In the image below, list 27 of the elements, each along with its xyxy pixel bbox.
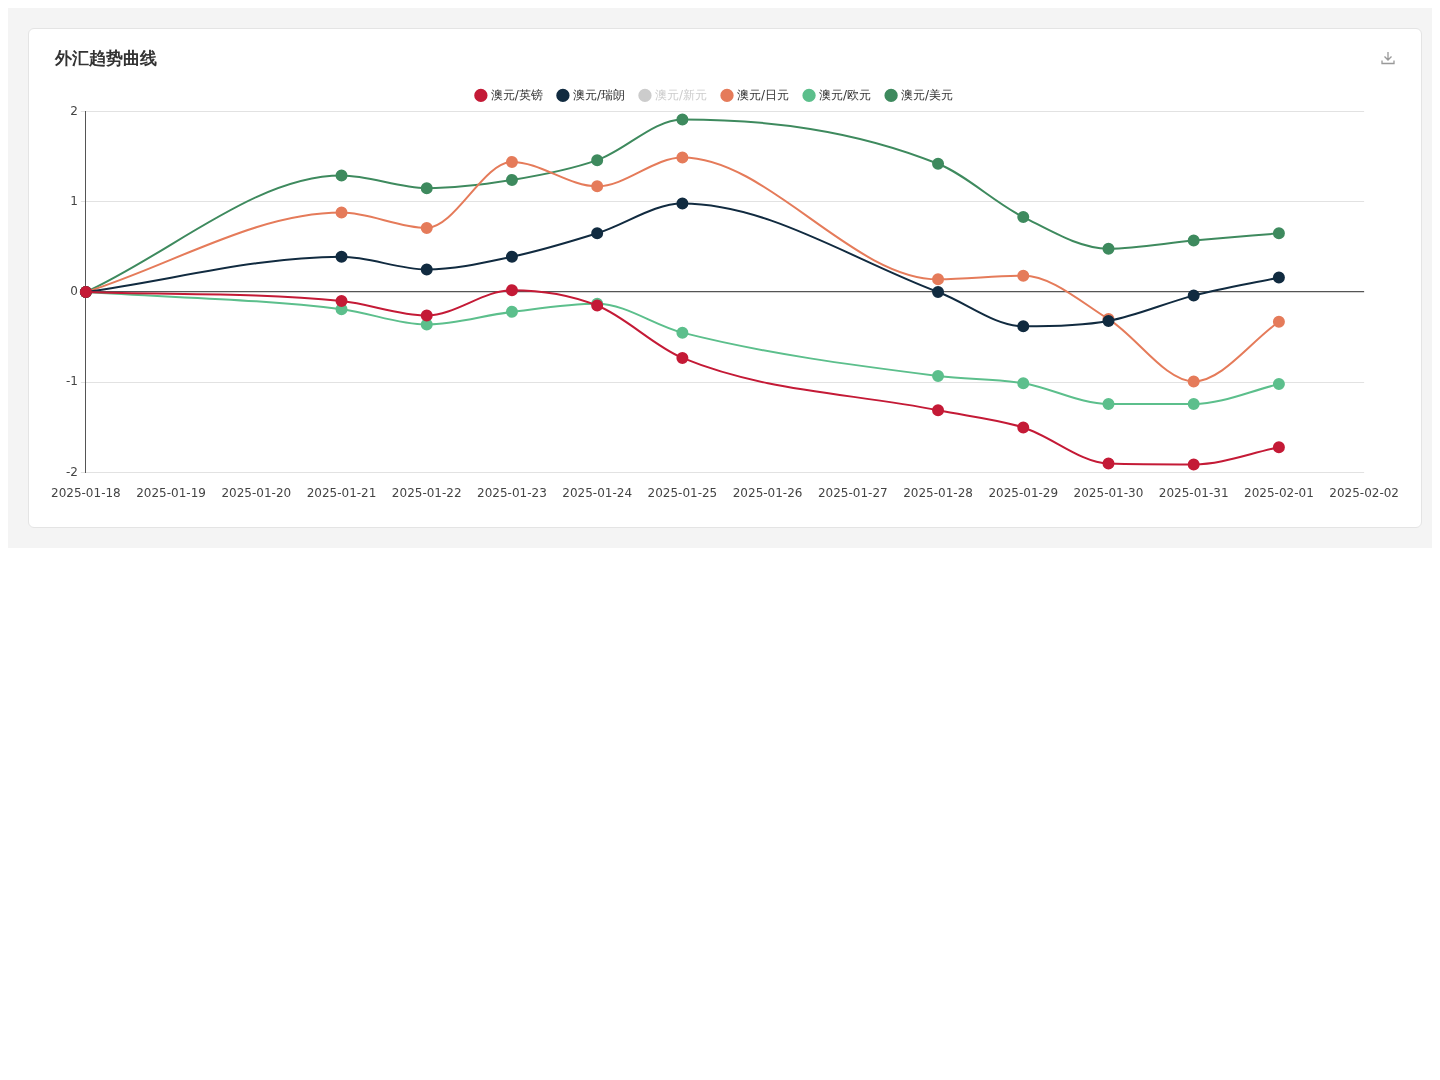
x-tick-label: 2025-01-19: [136, 485, 206, 500]
x-tick-label: 2025-01-20: [221, 485, 292, 500]
x-tick-label: 2025-01-27: [817, 485, 888, 500]
x-tick-label: 2025-01-30: [1073, 485, 1144, 500]
legend-label: 澳元/日元: [737, 87, 790, 102]
y-tick-label: 0: [70, 284, 78, 299]
y-tick-label: 2: [70, 103, 78, 118]
x-tick-label: 2025-02-01: [1244, 485, 1314, 500]
x-tick-label: 2025-01-24: [562, 485, 633, 500]
x-tick-label: 2025-01-29: [988, 485, 1059, 500]
legend-label: 澳元/美元: [901, 87, 954, 102]
y-tick-label: 1: [70, 193, 78, 208]
x-tick-label: 2025-01-21: [306, 485, 377, 500]
x-tick-label: 2025-01-26: [732, 485, 803, 500]
y-tick-label: -2: [65, 464, 78, 479]
legend-label: 澳元/英镑: [490, 87, 543, 102]
chart-title: 外汇趋势曲线: [54, 47, 157, 68]
y-tick-label: -1: [65, 374, 78, 389]
x-tick-label: 2025-01-28: [903, 485, 973, 500]
legend-label: 澳元/欧元: [819, 87, 872, 102]
x-tick-label: 2025-02-02: [1329, 485, 1400, 500]
x-tick-label: 2025-01-18: [50, 485, 121, 500]
x-tick-label: 2025-01-25: [647, 485, 718, 500]
legend-label: 澳元/瑞朗: [572, 87, 625, 102]
x-tick-label: 2025-01-31: [1158, 485, 1229, 500]
x-tick-label: 2025-01-22: [391, 485, 462, 500]
x-tick-label: 2025-01-23: [477, 485, 547, 500]
